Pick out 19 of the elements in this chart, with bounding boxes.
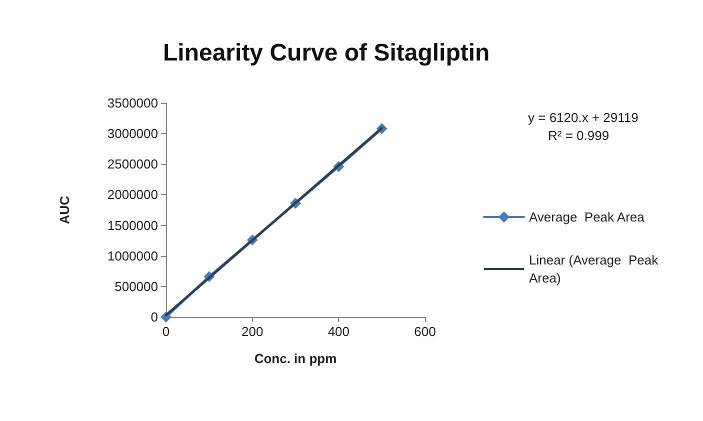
x-tick-label: 200: [241, 324, 264, 339]
text: R² = 0.999: [548, 128, 610, 143]
legend-label: Average Peak Area: [529, 210, 646, 224]
x-axis-title: Conc. in ppm: [254, 351, 337, 366]
x-tick-label: 600: [414, 324, 436, 339]
legend-label: Linear (Average Peak Area): [529, 252, 662, 286]
x-tick-label: 400: [328, 324, 350, 339]
y-tick-label: 3000000: [107, 126, 158, 142]
x-tick-label: 0: [162, 324, 170, 339]
chart-title: Linearity Curve of Sitagliptin: [163, 40, 490, 66]
y-tick-label: 2000000: [107, 187, 158, 202]
y-tick-label: 1500000: [107, 218, 158, 233]
y-tick-label: 3500000: [107, 96, 158, 110]
y-axis-title: AUC: [57, 195, 72, 224]
text: y = 6120.x + 29119: [528, 110, 638, 125]
y-tick-label: 1000000: [107, 248, 158, 264]
y-tick-label: 0: [150, 310, 158, 324]
y-tick-label: 500000: [114, 278, 158, 294]
y-tick-label: 2500000: [107, 156, 158, 172]
